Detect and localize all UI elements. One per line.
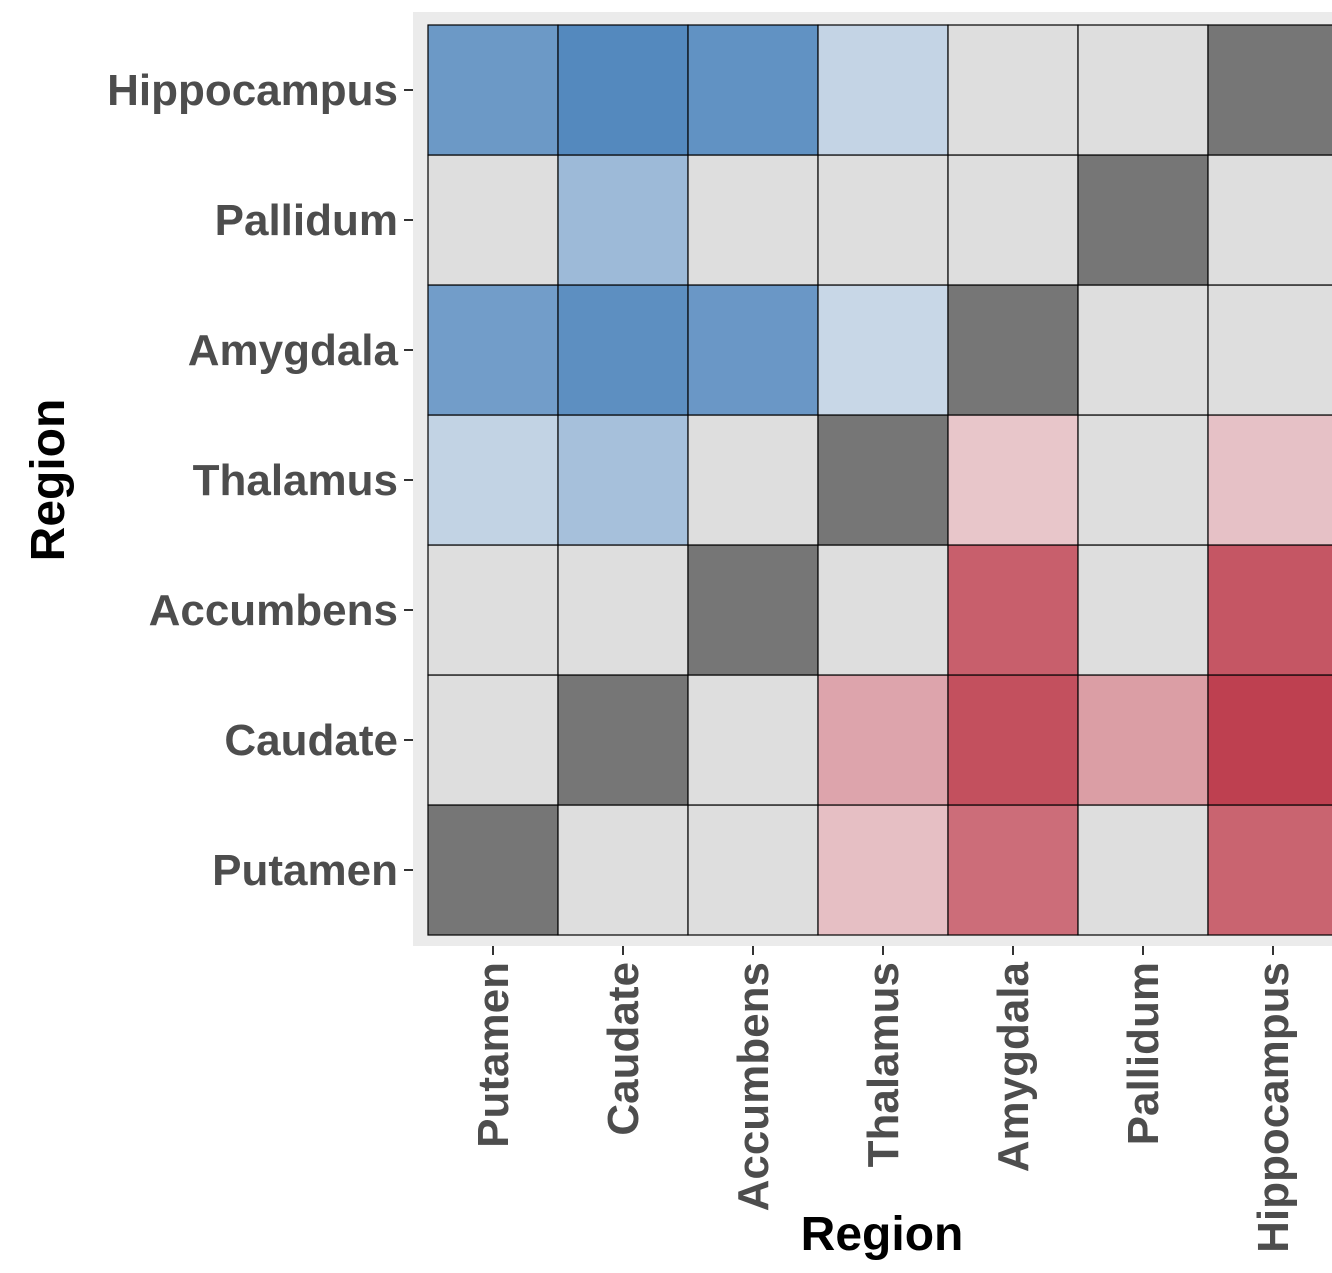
heatmap-cell-thalamus-hippocampus (817, 24, 949, 156)
y-tick-label-amygdala: Amygdala (188, 326, 399, 375)
heatmap-cell-hippocampus-amygdala (1207, 284, 1332, 416)
heatmap-cell-pallidum-thalamus (1077, 414, 1209, 546)
heatmap-cell-thalamus-amygdala (817, 284, 949, 416)
heatmap-cell-caudate-hippocampus (557, 24, 689, 156)
heatmap-cell-putamen-hippocampus (427, 24, 559, 156)
heatmap-cell-accumbens-pallidum (687, 154, 819, 286)
heatmap-cell-thalamus-putamen (817, 804, 949, 936)
y-tick-label-hippocampus: Hippocampus (107, 66, 398, 115)
heatmap-cell-caudate-putamen (557, 804, 689, 936)
heatmap-cell-putamen-caudate (427, 674, 559, 806)
x-tick-label-pallidum: Pallidum (1119, 962, 1168, 1145)
heatmap-cell-thalamus-pallidum (817, 154, 949, 286)
x-tick-label-thalamus: Thalamus (859, 962, 908, 1167)
heatmap-cell-accumbens-thalamus (687, 414, 819, 546)
heatmap-cell-thalamus-caudate (817, 674, 949, 806)
heatmap-cell-accumbens-accumbens (687, 544, 819, 676)
heatmap-cell-caudate-caudate (557, 674, 689, 806)
y-tick-label-pallidum: Pallidum (215, 196, 398, 245)
heatmap-cell-hippocampus-hippocampus (1207, 24, 1332, 156)
heatmap-cell-accumbens-putamen (687, 804, 819, 936)
heatmap-cell-pallidum-accumbens (1077, 544, 1209, 676)
heatmap-cell-caudate-accumbens (557, 544, 689, 676)
x-tick-label-putamen: Putamen (469, 962, 518, 1148)
x-tick-label-accumbens: Accumbens (729, 962, 778, 1211)
heatmap-cell-amygdala-caudate (947, 674, 1079, 806)
heatmap-cell-pallidum-hippocampus (1077, 24, 1209, 156)
heatmap-cell-accumbens-amygdala (687, 284, 819, 416)
heatmap-cell-putamen-accumbens (427, 544, 559, 676)
x-axis: Putamen Caudate Accumbens Thalamus Amygdala P… (469, 946, 1298, 1253)
heatmap-cell-pallidum-pallidum (1077, 154, 1209, 286)
y-tick-label-thalamus: Thalamus (193, 456, 398, 505)
heatmap-cell-caudate-amygdala (557, 284, 689, 416)
y-tick-label-accumbens: Accumbens (149, 586, 398, 635)
heatmap-cell-accumbens-caudate (687, 674, 819, 806)
heatmap-cell-amygdala-pallidum (947, 154, 1079, 286)
heatmap-cell-putamen-pallidum (427, 154, 559, 286)
heatmap-cell-hippocampus-accumbens (1207, 544, 1332, 676)
heatmap-cell-putamen-thalamus (427, 414, 559, 546)
heatmap-cell-amygdala-amygdala (947, 284, 1079, 416)
heatmap-cell-putamen-putamen (427, 804, 559, 936)
heatmap-cell-hippocampus-caudate (1207, 674, 1332, 806)
heatmap-cell-thalamus-accumbens (817, 544, 949, 676)
heatmap-cell-caudate-thalamus (557, 414, 689, 546)
heatmap-cell-pallidum-amygdala (1077, 284, 1209, 416)
heatmap-cell-amygdala-thalamus (947, 414, 1079, 546)
heatmap-cell-putamen-amygdala (427, 284, 559, 416)
heatmap-cell-pallidum-putamen (1077, 804, 1209, 936)
x-axis-title: Region (801, 1208, 964, 1261)
heatmap-cells (427, 24, 1332, 936)
heatmap-cell-hippocampus-thalamus (1207, 414, 1332, 546)
y-axis-title: Region (22, 399, 75, 562)
heatmap-cell-amygdala-hippocampus (947, 24, 1079, 156)
heatmap-cell-amygdala-putamen (947, 804, 1079, 936)
y-tick-label-caudate: Caudate (224, 716, 398, 765)
y-tick-label-putamen: Putamen (212, 846, 398, 895)
heatmap-cell-amygdala-accumbens (947, 544, 1079, 676)
x-tick-label-caudate: Caudate (599, 962, 648, 1136)
x-tick-label-hippocampus: Hippocampus (1249, 962, 1298, 1253)
heatmap-cell-thalamus-thalamus (817, 414, 949, 546)
y-axis: Putamen Caudate Accumbens Thalamus Amygdala P… (107, 66, 413, 895)
heatmap-cell-accumbens-hippocampus (687, 24, 819, 156)
heatmap-cell-pallidum-caudate (1077, 674, 1209, 806)
heatmap-cell-hippocampus-pallidum (1207, 154, 1332, 286)
x-tick-label-amygdala: Amygdala (989, 961, 1038, 1172)
heatmap-cell-caudate-pallidum (557, 154, 689, 286)
heatmap-cell-hippocampus-putamen (1207, 804, 1332, 936)
